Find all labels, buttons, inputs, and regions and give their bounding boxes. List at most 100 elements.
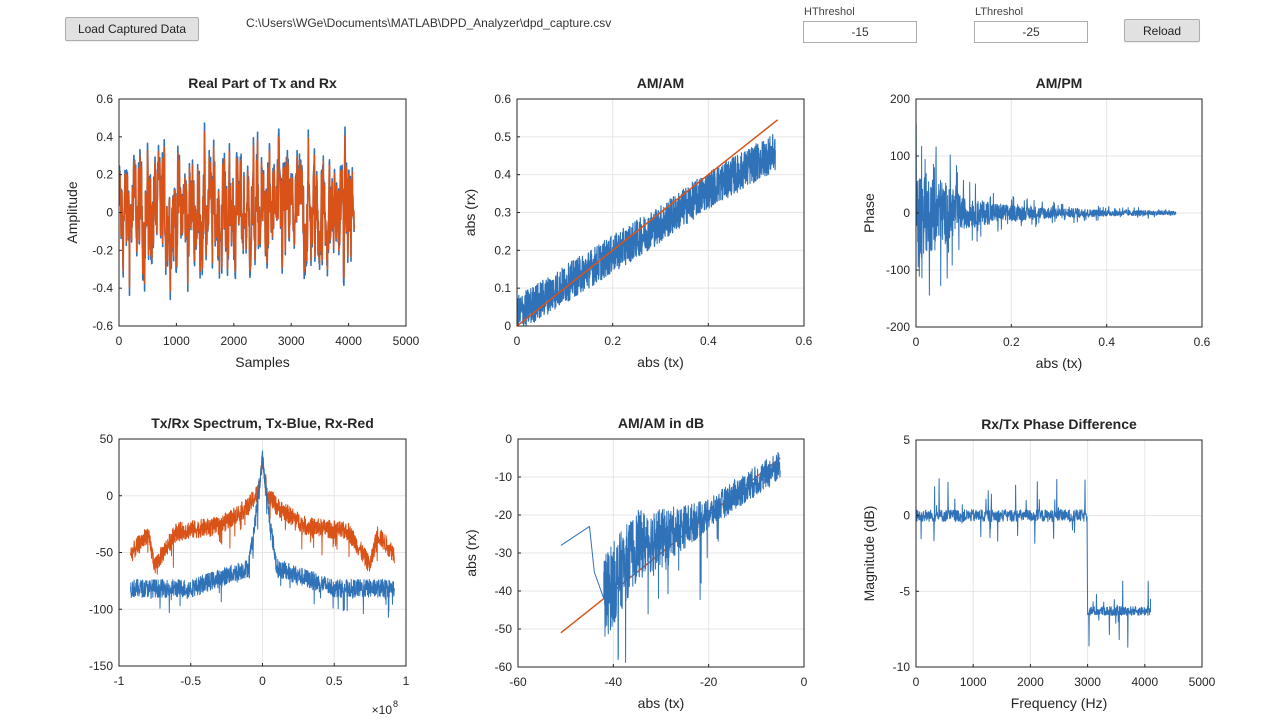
y-tick-label: -10 (495, 470, 513, 484)
y-tick-label: 0.6 (96, 92, 113, 106)
x-tick-label: 0.4 (1098, 335, 1115, 349)
data-layer (916, 123, 1177, 296)
x-axis-label: Samples (235, 354, 289, 370)
y-tick-label: -50 (96, 546, 114, 560)
axes-frame (915, 439, 1203, 668)
y-tick-label: 100 (890, 149, 910, 163)
x-axis-label: abs (tx) (637, 354, 684, 370)
hthreshold-label: HThreshol (804, 6, 855, 18)
data-layer (130, 450, 395, 618)
x-tick-label: 5000 (1189, 675, 1216, 689)
y-tick-label: 0.1 (494, 281, 511, 295)
x-tick-label: 5000 (393, 334, 420, 348)
y-tick-label: 0 (106, 489, 113, 503)
series-rx-line (119, 131, 355, 292)
plot-area (916, 440, 1202, 667)
x-tick-label: 1 (403, 674, 410, 688)
x-tick-label: 0.2 (1003, 335, 1020, 349)
hthreshold-input[interactable] (803, 21, 917, 43)
y-tick-label: -20 (495, 508, 513, 522)
y-tick-label: 200 (890, 92, 910, 106)
y-axis-label: Amplitude (64, 181, 80, 243)
series-measured-line (560, 451, 781, 663)
x-tick-label: 1000 (960, 675, 987, 689)
y-axis-label: abs (rx) (463, 529, 479, 576)
y-tick-label: 0.3 (494, 206, 511, 220)
chart-title: AM/AM (637, 75, 684, 91)
chart-title: AM/AM in dB (618, 415, 704, 431)
chart-title: Real Part of Tx and Rx (188, 75, 337, 91)
x-tick-label: 0 (913, 675, 920, 689)
load-captured-data-button[interactable]: Load Captured Data (65, 17, 199, 41)
y-tick-label: 0.2 (494, 243, 511, 257)
chart-spectrum: -1 -0.5 0 0.5 1 -150 -100 -50 0 50 Tx/Rx Spectrum,… (89, 415, 410, 717)
x-tick-label: 3000 (1074, 675, 1101, 689)
x-tick-label: 0.4 (700, 334, 717, 348)
y-axis-label: Phase (861, 193, 877, 233)
x-tick-label: 0.6 (796, 334, 813, 348)
y-tick-label: 0 (106, 206, 113, 220)
x-tick-label: -1 (114, 674, 125, 688)
y-tick-label: -40 (495, 584, 513, 598)
x-axis-label: Frequency (Hz) (1011, 695, 1107, 711)
y-tick-label: 0 (903, 206, 910, 220)
x-tick-label: -60 (509, 675, 527, 689)
x-tick-label: 3000 (278, 334, 305, 348)
series-measured-line (517, 134, 776, 326)
reload-button[interactable]: Reload (1124, 19, 1200, 42)
y-axis-label: Magnitude (dB) (861, 506, 877, 602)
chart-real-part: 0 1000 2000 3000 4000 5000 -0.6 -0.4 -0.2 0 0.2 0.4… (64, 75, 420, 370)
y-tick-label: -100 (89, 602, 113, 616)
chart-title: Tx/Rx Spectrum, Tx-Blue, Rx-Red (151, 415, 374, 431)
x-tick-label: 4000 (335, 334, 362, 348)
x-exponent-power: 8 (393, 699, 398, 709)
y-tick-label: -50 (495, 622, 513, 636)
chart-phase-diff: 0 1000 2000 3000 4000 5000 -10 -5 0 5 Rx/Tx Phase … (861, 416, 1216, 711)
y-tick-label: -60 (495, 660, 513, 674)
series-phase-line (916, 123, 1177, 296)
x-tick-label: 0 (514, 334, 521, 348)
x-axis-label: abs (tx) (1036, 355, 1083, 371)
y-tick-label: 0.2 (96, 168, 113, 182)
y-tick-label: -10 (893, 660, 911, 674)
y-tick-label: -5 (899, 584, 910, 598)
series-diff-line (916, 478, 1151, 648)
x-tick-label: -0.5 (180, 674, 201, 688)
x-tick-label: 0 (913, 335, 920, 349)
y-tick-label: -30 (495, 546, 513, 560)
x-tick-label: 0.2 (604, 334, 621, 348)
y-tick-label: 50 (100, 432, 114, 446)
y-tick-label: 0.5 (494, 130, 511, 144)
y-tick-label: -0.2 (92, 243, 113, 257)
chart-title: AM/PM (1036, 75, 1083, 91)
x-tick-label: 0.5 (326, 674, 343, 688)
y-tick-label: -200 (886, 320, 910, 334)
lthreshold-input[interactable] (974, 21, 1088, 43)
y-tick-label: 0 (505, 432, 512, 446)
lthreshold-label: LThreshol (975, 6, 1024, 18)
series-tx-spectrum-line (130, 450, 395, 618)
y-tick-label: 0.6 (494, 92, 511, 106)
y-tick-label: 0.4 (96, 130, 113, 144)
y-tick-label: -0.4 (92, 281, 113, 295)
x-tick-label: 1000 (163, 334, 190, 348)
data-layer (119, 122, 355, 301)
data-layer (916, 478, 1151, 648)
x-tick-label: 4000 (1131, 675, 1158, 689)
y-tick-label: 5 (903, 433, 910, 447)
chart-am-am-db: -60 -40 -20 0 -60 -50 -40 -30 -20 -10 0 AM/AM in dB… (463, 415, 808, 711)
chart-am-pm: 0 0.2 0.4 0.6 -200 -100 0 100 200 AM/PM abs (tx) Ph… (861, 75, 1211, 371)
y-tick-label: 0.4 (494, 168, 511, 182)
y-tick-label: -150 (89, 659, 113, 673)
y-axis-label: abs (rx) (462, 189, 478, 236)
x-tick-label: 2000 (1017, 675, 1044, 689)
x-tick-label: 0 (801, 675, 808, 689)
y-tick-label: -0.6 (92, 319, 113, 333)
file-path-label: C:\Users\WGe\Documents\MATLAB\DPD_Analyz… (246, 16, 612, 30)
y-tick-label: -100 (886, 263, 910, 277)
x-tick-label: 0 (116, 334, 123, 348)
x-tick-label: -20 (700, 675, 718, 689)
x-tick-label: 0 (259, 674, 266, 688)
chart-title: Rx/Tx Phase Difference (981, 416, 1137, 432)
